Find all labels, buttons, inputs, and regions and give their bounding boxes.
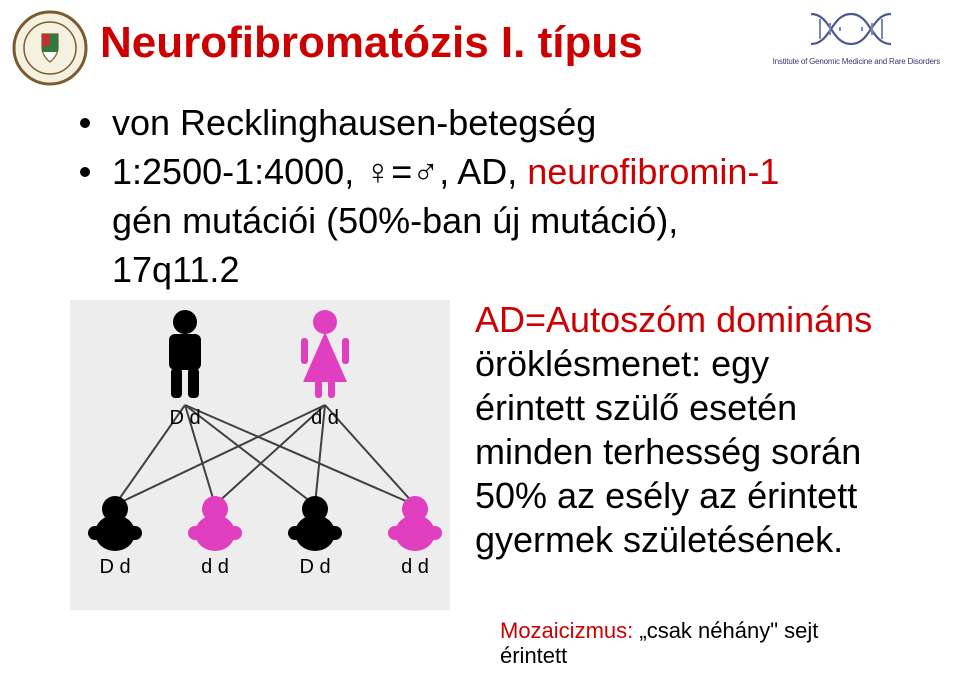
bullet-item: 1:2500-1:4000, ♀=♂, AD, neurofibromin-1 — [80, 149, 920, 194]
explanation-line: 50% az esély az érintett — [475, 474, 945, 518]
inheritance-explanation: AD=Autoszóm dominánsöröklésmenet: egyéri… — [475, 298, 945, 561]
explanation-line: érintett szülő esetén — [475, 386, 945, 430]
institute-logo-icon: Institute of Genomic Medicine and Rare D… — [773, 6, 940, 66]
bullet-text: 17q11.2 — [112, 247, 239, 292]
bullet-text: von Recklinghausen-betegség — [112, 100, 596, 145]
svg-text:D d: D d — [169, 407, 200, 429]
slide: Neurofibromatózis I. típus Institute of … — [0, 0, 960, 689]
explanation-line: gyermek születésének. — [475, 518, 945, 562]
svg-text:D d: D d — [99, 556, 130, 578]
bullet-list: von Recklinghausen-betegség1:2500-1:4000… — [80, 100, 920, 296]
bullet-item: von Recklinghausen-betegség — [80, 100, 920, 145]
pedigree-diagram: D d d d D d d d D d d d — [70, 300, 450, 615]
slide-title: Neurofibromatózis I. típus — [100, 18, 643, 68]
bullet-item: gén mutációi (50%-ban új mutáció), — [80, 198, 920, 243]
institute-logo-caption: Institute of Genomic Medicine and Rare D… — [773, 57, 940, 66]
bullet-text: 1:2500-1:4000, ♀=♂, AD, neurofibromin-1 — [112, 149, 779, 194]
bullet-item: 17q11.2 — [80, 247, 920, 292]
university-seal-icon — [12, 10, 88, 91]
explanation-line: öröklésmenet: egy — [475, 342, 945, 386]
svg-text:d d: d d — [311, 407, 339, 429]
explanation-line: minden terhesség során — [475, 430, 945, 474]
explanation-line: AD=Autoszóm domináns — [475, 298, 945, 342]
svg-text:d d: d d — [401, 556, 429, 578]
svg-text:d d: d d — [201, 556, 229, 578]
footnote: Mozaicizmus: „csak néhány" sejt érintett — [500, 618, 818, 669]
svg-text:D d: D d — [299, 556, 330, 578]
bullet-text: gén mutációi (50%-ban új mutáció), — [112, 198, 678, 243]
